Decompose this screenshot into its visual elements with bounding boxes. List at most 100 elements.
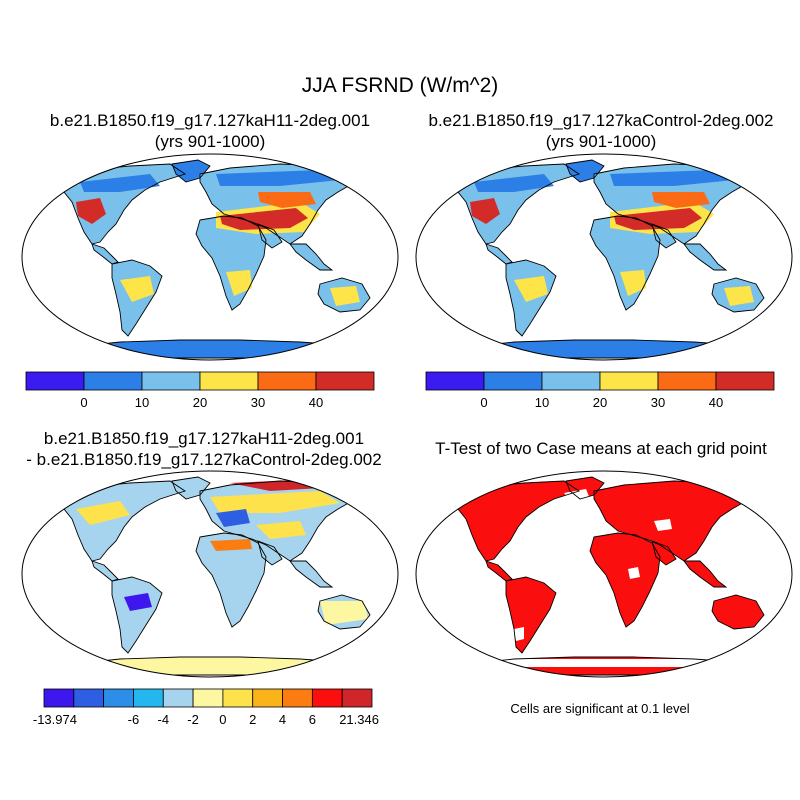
panel-2-title: b.e21.B1850.f19_g17.127kaControl-2deg.00… — [402, 110, 800, 152]
colorbar-box — [425, 371, 485, 391]
colorbar-tick-label: 40 — [709, 395, 723, 410]
coastline — [505, 259, 557, 337]
field-patch — [620, 270, 646, 296]
colorbar-box — [315, 371, 375, 391]
colorbar-box — [222, 688, 254, 708]
field-patch — [652, 192, 710, 208]
colorbar-box — [541, 371, 601, 391]
coastline — [453, 480, 581, 562]
field-patch — [470, 198, 500, 224]
colorbar-box — [192, 688, 224, 708]
coastline — [289, 243, 334, 271]
colorbar-box — [25, 371, 85, 391]
panel-1-title-line1: b.e21.B1850.f19_g17.127kaH11-2deg.001 — [49, 111, 371, 130]
coastline — [711, 594, 765, 630]
land-africa — [196, 533, 266, 627]
field-patch — [474, 174, 554, 192]
colorbar-tick-label: 0 — [80, 395, 87, 410]
field-patch — [330, 286, 360, 306]
field-patch — [120, 276, 154, 302]
panel-1-title-line2: (yrs 901-1000) — [154, 132, 266, 151]
coastline — [651, 540, 677, 566]
colorbar-box — [83, 371, 143, 391]
map-border — [21, 470, 399, 678]
colorbar-box — [252, 688, 283, 708]
colorbar-tick-label: -6 — [128, 712, 140, 727]
field-patch — [258, 192, 316, 208]
field-patch — [76, 198, 106, 224]
colorbar-box — [103, 688, 134, 708]
coastline — [651, 223, 677, 249]
land-northAmerica — [60, 481, 185, 561]
land-seAsia — [684, 561, 726, 587]
colorbar-difference: -13.974 -6 -4 -2 0 2 4 6 21.346 — [33, 688, 379, 727]
map-panel-control — [415, 153, 793, 361]
coastline — [289, 560, 334, 588]
coastline — [195, 215, 267, 311]
field-patch — [614, 208, 702, 230]
coastline — [683, 243, 728, 271]
field-patch — [474, 659, 744, 667]
colorbar-tick-label: 20 — [593, 395, 607, 410]
colorbar-tick-label: 4 — [279, 712, 286, 727]
colorbar-absolute-right: 0 10 20 30 40 — [425, 371, 775, 410]
colorbar-tick-label: 30 — [651, 395, 665, 410]
colorbar-tick-label: -2 — [187, 712, 199, 727]
field-patch — [210, 539, 252, 551]
map-border — [415, 470, 793, 678]
field-patch — [724, 286, 754, 306]
map-border — [415, 153, 793, 361]
colorbar-box — [715, 371, 775, 391]
field-patch — [76, 501, 130, 525]
panel-2-title-line2: (yrs 901-1000) — [545, 132, 657, 151]
colorbar-box — [341, 688, 373, 708]
coastline — [257, 223, 283, 249]
coastline — [505, 576, 557, 654]
field-patch — [124, 593, 152, 611]
colorbar-box — [483, 371, 543, 391]
land-northAmerica — [454, 481, 579, 561]
figure-title: JJA FSRND (W/m^2) — [301, 74, 499, 97]
coastline — [59, 480, 187, 562]
colorbar-tick-label: 10 — [135, 395, 149, 410]
coastline — [257, 540, 283, 566]
field-patch — [514, 276, 548, 302]
colorbar-box — [199, 371, 259, 391]
map-panel-difference — [21, 470, 399, 678]
map-panel-h11 — [21, 153, 399, 361]
field-patch — [220, 208, 308, 230]
colorbar-box — [311, 688, 343, 708]
land-southAmerica — [506, 577, 556, 653]
colorbar-box — [657, 371, 717, 391]
coastline — [111, 576, 163, 654]
field-patch — [226, 270, 252, 296]
coastline — [683, 560, 728, 588]
coastline — [711, 277, 765, 313]
colorbar-box — [599, 371, 659, 391]
colorbar-tick-label: -4 — [157, 712, 169, 727]
panel-2-title-line1: b.e21.B1850.f19_g17.127kaControl-2deg.00… — [428, 111, 774, 130]
field-patch — [610, 170, 734, 186]
panel-3-title-line2: - b.e21.B1850.f19_g17.127kaControl-2deg.… — [26, 450, 382, 469]
significance-note: Cells are significant at 0.1 level — [510, 701, 690, 716]
colorbar-absolute-left: 0 10 20 30 40 — [25, 371, 375, 410]
colorbar-box — [73, 688, 105, 708]
land-seAsia — [684, 244, 726, 270]
field-patch — [514, 627, 524, 641]
land-europeAsia — [594, 481, 759, 561]
colorbar-box — [162, 688, 194, 708]
colorbar-box — [257, 371, 317, 391]
land-seAsia — [290, 244, 332, 270]
land-australia — [712, 595, 764, 629]
land-centralAmerica — [486, 244, 512, 264]
land-seAsia — [290, 561, 332, 587]
colorbar-tick-label: 2 — [249, 712, 256, 727]
field-patch — [710, 587, 728, 599]
land-centralAmerica — [486, 561, 512, 581]
land-africa — [590, 533, 660, 627]
coastline — [195, 532, 267, 628]
colorbar-tick-label: 6 — [309, 712, 316, 727]
coastline — [111, 259, 163, 337]
land-arabia — [652, 541, 676, 565]
land-centralAmerica — [92, 561, 118, 581]
